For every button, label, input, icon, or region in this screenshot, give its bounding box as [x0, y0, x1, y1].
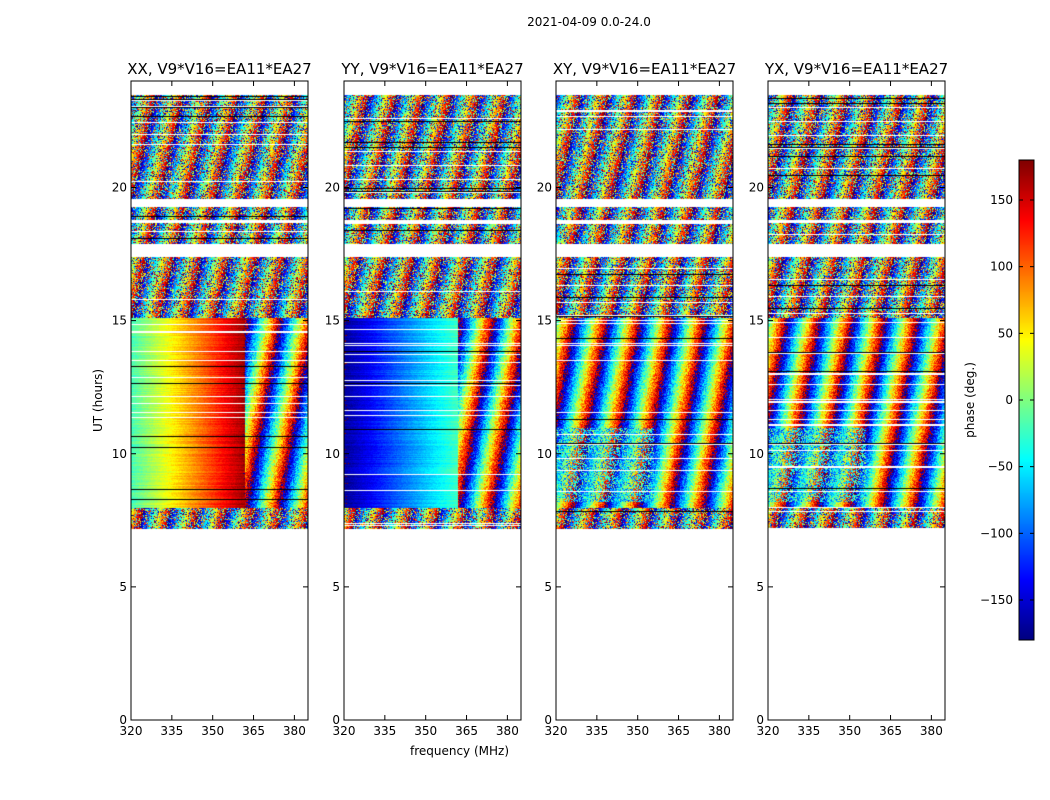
colorbar-tick-label: −100 — [980, 526, 1013, 540]
x-tick-label: 350 — [414, 724, 437, 738]
axes-frame — [767, 80, 946, 721]
x-tick-label: 335 — [585, 724, 608, 738]
colorbar-tick-label: 0 — [1005, 393, 1013, 407]
y-tick-label: 15 — [749, 314, 764, 328]
panel-1: XX, V9*V16=EA11*EA27 320 335 350 365 380 0 5 10 1… — [91, 60, 312, 738]
colorbar-tick-label: 150 — [990, 193, 1013, 207]
y-tick-label: 20 — [749, 181, 764, 195]
colorbar-tick-label: 100 — [990, 260, 1013, 274]
x-tick-label: 365 — [242, 724, 265, 738]
panel-title: XY, V9*V16=EA11*EA27 — [553, 60, 736, 78]
heatmap-image — [768, 81, 945, 720]
y-tick-label: 10 — [325, 447, 340, 461]
colorbar-tick-label: −150 — [980, 593, 1013, 607]
colorbar-tick-label: 50 — [998, 326, 1013, 340]
x-tick-label: 350 — [201, 724, 224, 738]
heatmap-image — [131, 81, 308, 720]
x-tick-label: 320 — [757, 724, 780, 738]
figure-title: 2021-04-09 0.0-24.0 — [527, 15, 651, 29]
axes-frame — [343, 80, 522, 721]
y-tick-label: 15 — [537, 314, 552, 328]
y-tick-label: 20 — [325, 181, 340, 195]
y-tick-label: 0 — [756, 713, 764, 727]
panel-3: XY, V9*V16=EA11*EA27 320 335 350 365 380 0 5 10 1… — [537, 60, 736, 738]
y-tick-label: 5 — [756, 580, 764, 594]
panel-2: YY, V9*V16=EA11*EA27 320 335 350 365 380 0 5 10 1… — [325, 60, 524, 758]
heatmap-image — [556, 81, 733, 720]
panels: XX, V9*V16=EA11*EA27 320 335 350 365 380 0 5 10 1… — [91, 60, 948, 758]
colorbar-gradient — [1019, 160, 1034, 640]
y-tick-label: 0 — [119, 713, 127, 727]
y-tick-label: 0 — [332, 713, 340, 727]
x-tick-label: 335 — [160, 724, 183, 738]
x-tick-label: 380 — [283, 724, 306, 738]
y-tick-label: 5 — [119, 580, 127, 594]
panel-title: YY, V9*V16=EA11*EA27 — [340, 60, 523, 78]
panel-title: YX, V9*V16=EA11*EA27 — [764, 60, 948, 78]
x-tick-label: 380 — [496, 724, 519, 738]
x-axis-label: frequency (MHz) — [410, 744, 509, 758]
y-tick-label: 15 — [325, 314, 340, 328]
y-tick-label: 0 — [544, 713, 552, 727]
axes-frame — [130, 80, 309, 721]
x-tick-label: 320 — [545, 724, 568, 738]
x-tick-label: 335 — [797, 724, 820, 738]
colorbar-tick-label: −50 — [988, 460, 1013, 474]
y-axis-label: UT (hours) — [91, 369, 105, 432]
colorbar-label: phase (deg.) — [963, 362, 977, 438]
y-tick-label: 10 — [112, 447, 127, 461]
panel-4: YX, V9*V16=EA11*EA27 320 335 350 365 380 0 5 10 1… — [749, 60, 948, 738]
y-tick-label: 5 — [332, 580, 340, 594]
x-tick-label: 350 — [838, 724, 861, 738]
x-tick-label: 365 — [879, 724, 902, 738]
y-tick-label: 15 — [112, 314, 127, 328]
y-tick-label: 20 — [537, 181, 552, 195]
x-tick-label: 350 — [626, 724, 649, 738]
y-tick-label: 10 — [537, 447, 552, 461]
x-tick-label: 365 — [667, 724, 690, 738]
x-tick-label: 380 — [708, 724, 731, 738]
y-tick-label: 20 — [112, 181, 127, 195]
x-tick-label: 320 — [333, 724, 356, 738]
axes-frame — [555, 80, 734, 721]
heatmap-image — [344, 81, 521, 720]
colorbar: 150 100 50 0 −50 −100 −150 phase (deg.) — [963, 159, 1035, 641]
x-tick-label: 335 — [373, 724, 396, 738]
panel-title: XX, V9*V16=EA11*EA27 — [127, 60, 311, 78]
x-tick-label: 320 — [120, 724, 143, 738]
x-tick-label: 365 — [455, 724, 478, 738]
y-tick-label: 5 — [544, 580, 552, 594]
y-tick-label: 10 — [749, 447, 764, 461]
x-tick-label: 380 — [920, 724, 943, 738]
